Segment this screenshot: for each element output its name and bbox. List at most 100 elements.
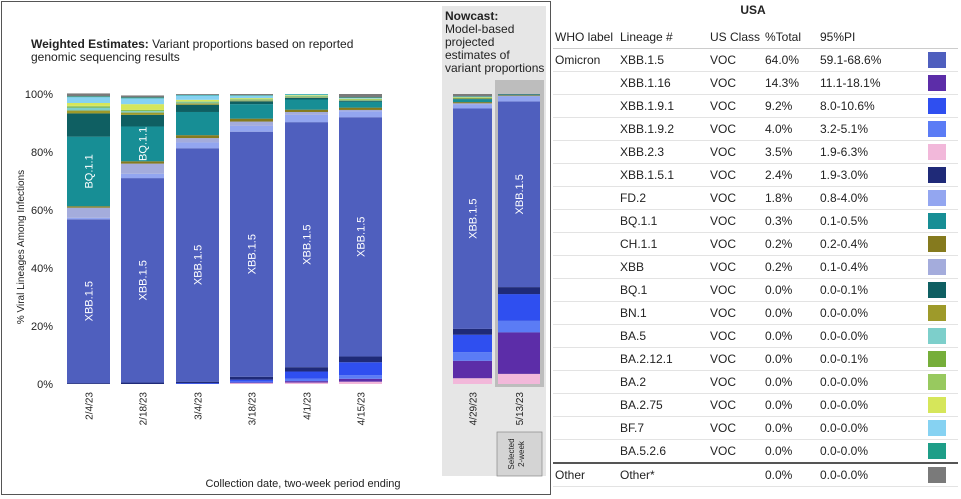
x-tick-label: 5/13/23 xyxy=(515,392,526,426)
cell-us-class: VOC xyxy=(708,48,763,72)
cell-lineage: Other* xyxy=(618,462,708,487)
bar-segment xyxy=(230,101,273,105)
bar-segment xyxy=(339,375,382,379)
bar-segment xyxy=(498,101,540,288)
bar-segment xyxy=(121,163,164,174)
cell-us-class: VOC xyxy=(708,347,763,371)
bar-segment xyxy=(67,113,110,137)
x-tick-label: 4/1/23 xyxy=(303,392,314,420)
cell-pi: 0.8-4.0% xyxy=(818,186,913,210)
bar-segment xyxy=(339,94,382,98)
color-swatch xyxy=(927,213,946,229)
table-row: CH.1.1 VOC 0.2% 0.2-0.4% xyxy=(553,232,958,256)
color-swatch xyxy=(927,467,946,483)
bar-segment xyxy=(285,367,328,372)
bar-segment xyxy=(498,294,540,321)
table-row: XBB.1.9.2 VOC 4.0% 3.2-5.1% xyxy=(553,117,958,141)
bar-segment xyxy=(67,102,110,106)
cell-lineage: BF.7 xyxy=(618,416,708,440)
cell-total: 0.0% xyxy=(763,278,818,302)
bar-segment xyxy=(176,381,219,384)
table-body: Omicron XBB.1.5 VOC 64.0% 59.1-68.6% XBB.1.16… xyxy=(553,48,958,487)
bar-segment xyxy=(339,356,382,363)
cell-who-label: Omicron xyxy=(553,48,618,72)
bar-segment xyxy=(453,94,492,97)
cell-pi: 59.1-68.6% xyxy=(818,48,913,72)
variant-proportions-chart: 0% 20% 40% 60% 80% 100% % Viral Lineages Among… xyxy=(16,80,544,490)
weighted-title-bold: Weighted Estimates: xyxy=(31,37,149,51)
color-swatch xyxy=(927,121,946,137)
cell-total: 0.0% xyxy=(763,416,818,440)
cell-pi: 0.0-0.0% xyxy=(818,324,913,348)
bar-segment xyxy=(230,99,273,101)
bar-segment xyxy=(230,98,273,99)
cell-swatch xyxy=(913,393,958,417)
cell-pi: 0.0-0.0% xyxy=(818,370,913,394)
cell-total: 0.0% xyxy=(763,393,818,417)
table-row: BF.7 VOC 0.0% 0.0-0.0% xyxy=(553,416,958,440)
x-tick-label: 2/4/23 xyxy=(85,392,96,420)
y-tick-label: 60% xyxy=(31,205,53,217)
bar-segment xyxy=(121,97,164,99)
cell-pi: 0.2-0.4% xyxy=(818,232,913,256)
bar-segment xyxy=(285,96,328,97)
cell-pi: 1.9-3.0% xyxy=(818,163,913,187)
bar-segment xyxy=(339,97,382,99)
bar-segment xyxy=(176,104,219,112)
cell-us-class: VOC xyxy=(708,278,763,302)
table-row: BQ.1.1 VOC 0.3% 0.1-0.5% xyxy=(553,209,958,233)
bar-segment xyxy=(121,114,164,127)
cell-who-label xyxy=(553,393,618,417)
bar-segment xyxy=(285,94,328,96)
cell-lineage: XBB.1.16 xyxy=(618,71,708,95)
cell-swatch xyxy=(913,370,958,394)
bar-segment xyxy=(176,142,219,149)
cell-total: 64.0% xyxy=(763,48,818,72)
color-swatch xyxy=(927,167,946,183)
bar-segment xyxy=(176,94,219,96)
cell-pi: 0.0-0.0% xyxy=(818,393,913,417)
bar-segment xyxy=(67,219,110,384)
bar-segment xyxy=(121,112,164,115)
x-tick-label: 3/18/23 xyxy=(248,392,259,426)
cell-swatch xyxy=(913,462,958,487)
cell-lineage: XBB xyxy=(618,255,708,279)
y-tick-label: 0% xyxy=(37,379,53,391)
y-tick-label: 20% xyxy=(31,321,53,333)
bar-segment xyxy=(121,109,164,111)
bar-segment xyxy=(285,95,328,96)
bar-segment xyxy=(176,94,219,95)
bar-segment xyxy=(453,334,492,353)
cell-lineage: XBB.1.5 xyxy=(618,48,708,72)
cell-who-label xyxy=(553,416,618,440)
bar-segment xyxy=(453,98,492,99)
bar-segment xyxy=(339,99,382,100)
bar-segment xyxy=(339,117,382,357)
bar-segment xyxy=(453,97,492,99)
bar-segment xyxy=(339,107,382,110)
bar-segment xyxy=(121,382,164,384)
selected-period-label: Selected xyxy=(507,438,516,469)
cell-pi: 11.1-18.1% xyxy=(818,71,913,95)
table-row: BA.5 VOC 0.0% 0.0-0.0% xyxy=(553,324,958,348)
bar-segment xyxy=(339,111,382,118)
cell-who-label xyxy=(553,301,618,325)
cell-pi: 8.0-10.6% xyxy=(818,94,913,118)
x-tick-label: 4/15/23 xyxy=(357,392,368,426)
bar-segment xyxy=(121,95,164,98)
bar-segment xyxy=(339,98,382,100)
cell-pi: 0.0-0.1% xyxy=(818,278,913,302)
bar-data-label: XBB.1.5 xyxy=(356,217,368,257)
bar-segment xyxy=(285,94,328,95)
cell-total: 1.8% xyxy=(763,186,818,210)
color-swatch xyxy=(927,236,946,252)
bar-segment xyxy=(285,381,328,383)
bar-segment xyxy=(498,320,540,333)
bar-segment xyxy=(498,95,540,97)
table-row: BN.1 VOC 0.0% 0.0-0.0% xyxy=(553,301,958,325)
bar-segment xyxy=(176,135,219,139)
nowcast-title-bold: Nowcast: xyxy=(445,9,499,23)
bar-segment xyxy=(67,136,110,207)
table-row: XBB.1.5.1 VOC 2.4% 1.9-3.0% xyxy=(553,163,958,187)
bar-segment xyxy=(176,111,219,136)
